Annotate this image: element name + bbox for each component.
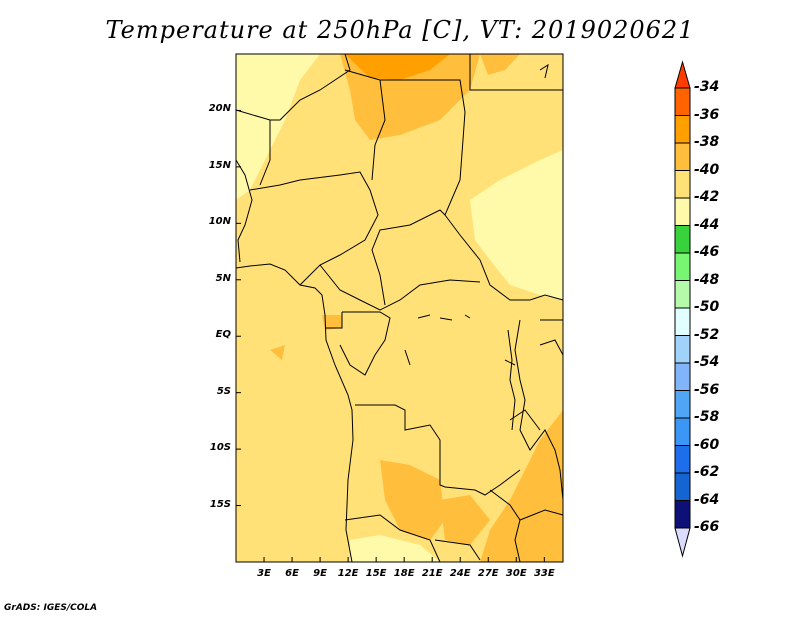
colorbar-label: -34 <box>694 79 720 95</box>
colorbar-label: -66 <box>694 519 720 535</box>
colorbar-segment <box>674 445 691 474</box>
y-axis-ticks <box>236 109 241 507</box>
colorbar-segment <box>674 472 691 501</box>
colorbar-top-arrow <box>674 60 691 89</box>
x-tick-label: 3E <box>257 568 271 579</box>
x-tick-label: 27E <box>477 568 499 579</box>
y-tick-label: 5N <box>215 272 231 284</box>
colorbar-segment <box>674 115 691 144</box>
colorbar-segment <box>674 307 691 336</box>
x-axis-ticks <box>263 557 545 562</box>
x-tick-label: 24E <box>449 568 471 579</box>
x-tick-label: 30E <box>505 568 527 579</box>
colorbar-segment <box>674 87 691 116</box>
colorbar-label: -60 <box>694 436 720 453</box>
y-tick-label: 15S <box>209 498 231 510</box>
colorbar-segment <box>674 170 691 199</box>
colorbar-segment <box>674 335 691 364</box>
colorbar-label: -56 <box>694 381 720 398</box>
colorbar-label: -62 <box>694 464 720 480</box>
coastlines-and-borders <box>235 53 564 563</box>
x-tick-label: 18E <box>393 568 415 579</box>
colorbar-label: -48 <box>694 271 720 288</box>
plot-title: Temperature at 250hPa [C], VT: 201902062… <box>105 16 695 44</box>
y-tick-label: 10N <box>208 216 231 228</box>
colorbar-label: -46 <box>694 244 720 260</box>
colorbar-label: -54 <box>694 354 720 370</box>
map-frame <box>235 53 564 563</box>
colorbar-label: -36 <box>694 106 720 123</box>
colorbar-label: -64 <box>694 491 720 508</box>
colorbar-segment <box>674 142 691 171</box>
grads-credit: GrADS: IGES/COLA <box>4 603 98 613</box>
y-tick-label: 20N <box>208 103 231 115</box>
colorbar-segment <box>674 280 691 309</box>
y-tick-label: 5S <box>216 385 231 397</box>
x-tick-label: 21E <box>421 568 443 579</box>
colorbar-segment <box>674 390 691 419</box>
colorbar-label: -44 <box>694 216 720 233</box>
y-tick-label: 15N <box>208 159 231 171</box>
colorbar-label: -52 <box>694 326 720 343</box>
colorbar-segment <box>674 197 691 226</box>
colorbar-segment <box>674 225 691 254</box>
temperature-field <box>236 54 563 562</box>
colorbar-label: -42 <box>694 189 720 205</box>
y-tick-label: 10S <box>209 442 231 454</box>
colorbar-segment <box>674 500 691 529</box>
y-tick-label: EQ <box>215 329 231 341</box>
colorbar-bottom-arrow <box>674 527 691 558</box>
colorbar-label: -58 <box>694 409 720 425</box>
x-tick-label: 33E <box>533 568 555 579</box>
colorbar <box>674 60 691 558</box>
colorbar-segment <box>674 362 691 391</box>
colorbar-label: -38 <box>694 134 720 150</box>
x-tick-label: 6E <box>285 568 299 579</box>
colorbar-segment <box>674 252 691 281</box>
colorbar-segment <box>674 417 691 446</box>
colorbar-label: -50 <box>694 299 720 315</box>
x-tick-label: 9E <box>313 568 327 579</box>
x-tick-label: 12E <box>337 568 359 579</box>
x-tick-label: 15E <box>365 568 387 579</box>
colorbar-label: -40 <box>694 161 720 178</box>
